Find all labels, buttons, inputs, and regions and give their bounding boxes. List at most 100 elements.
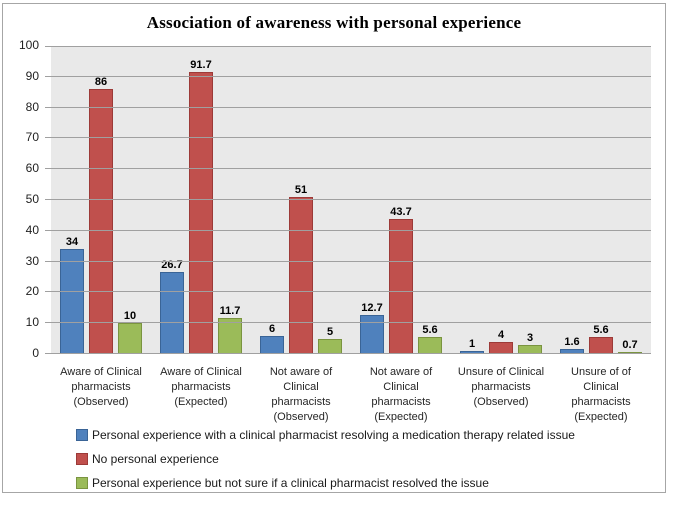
y-axis-tick-label: 60 [25, 161, 39, 176]
gridline [51, 353, 651, 354]
bar-column: 86 [89, 46, 113, 354]
bar-column: 1.6 [560, 46, 584, 354]
plot-area: 34 86 10 26.7 91.7 11.7 6 51 5 12.7 43.7 5.6 1 4 3 1.6 5… [45, 46, 651, 354]
bar: 5.6 [589, 324, 613, 354]
y-axis-tick-label: 40 [25, 222, 39, 237]
bar-value-label: 26.7 [161, 258, 183, 271]
bar-value-label: 5.6 [593, 323, 609, 336]
bar: 10 [118, 310, 142, 354]
gridline [51, 260, 651, 262]
bar-value-label: 3 [526, 331, 534, 344]
bar-column: 1 [460, 46, 484, 354]
gridline [51, 168, 651, 170]
bar: 5 [318, 326, 342, 354]
y-axis-tick-label: 30 [25, 253, 39, 268]
bar-value-label: 86 [94, 76, 108, 89]
bar: 86 [89, 76, 113, 354]
bar-value-label: 10 [123, 310, 137, 323]
y-axis-tick-label: 100 [18, 38, 39, 52]
bar-group: 6 51 5 [251, 46, 351, 354]
bar-column: 0.7 [618, 46, 642, 354]
bar-value-label: 11.7 [219, 304, 241, 317]
bar-value-label: 34 [65, 236, 79, 249]
bar: 6 [260, 323, 284, 354]
bar-column: 26.7 [160, 46, 184, 354]
legend-item: Personal experience with a clinical phar… [76, 428, 655, 442]
y-axis-tick [45, 75, 51, 77]
y-axis-tick [45, 353, 51, 354]
legend: Personal experience with a clinical phar… [76, 428, 655, 500]
y-axis-tick-label: 0 [32, 346, 39, 360]
bar-column: 5 [318, 46, 342, 354]
bar-column: 11.7 [218, 46, 242, 354]
y-axis-tick [45, 260, 51, 262]
y-axis-tick-label: 70 [25, 130, 39, 145]
bar-column: 43.7 [389, 46, 413, 354]
bar: 26.7 [160, 259, 184, 354]
bar-column: 5.6 [589, 46, 613, 354]
bar-value-label: 51 [294, 183, 308, 196]
bar-column: 12.7 [360, 46, 384, 354]
bar-column: 5.6 [418, 46, 442, 354]
bar-column: 91.7 [189, 46, 213, 354]
bar-column: 10 [118, 46, 142, 354]
x-axis-category-label: Not aware of Clinical pharmacists (Expec… [369, 366, 433, 423]
bar-value-label: 1 [468, 337, 476, 350]
bar-value-label: 6 [268, 322, 276, 335]
legend-swatch [76, 477, 88, 489]
bar-value-label: 5.6 [422, 323, 438, 336]
y-axis-tick-label: 50 [25, 192, 39, 206]
bar: 91.7 [189, 59, 213, 354]
bar-value-label: 0.7 [622, 338, 638, 351]
x-axis: Aware of Clinical pharmacists (Observed)… [51, 365, 651, 424]
gridline [51, 199, 651, 200]
y-axis-tick-label: 10 [25, 315, 39, 330]
y-axis-tick [45, 137, 51, 139]
y-axis-tick-label: 20 [25, 284, 39, 299]
y-axis-tick [45, 291, 51, 293]
legend-item: Personal experience but not sure if a cl… [76, 476, 655, 490]
bar-column: 4 [489, 46, 513, 354]
gridline [51, 106, 651, 108]
bar-value-label: 1.6 [564, 336, 580, 349]
y-axis-tick-label: 90 [25, 68, 39, 83]
bar-column: 34 [60, 46, 84, 354]
y-axis-tick [45, 106, 51, 108]
y-axis-tick [45, 46, 51, 47]
bar-value-label: 91.7 [190, 58, 212, 71]
bar: 51 [289, 184, 313, 354]
y-axis-tick [45, 168, 51, 170]
legend-label: Personal experience with a clinical phar… [92, 428, 575, 442]
gridline [51, 229, 651, 231]
legend-label: Personal experience but not sure if a cl… [92, 476, 489, 490]
legend-swatch [76, 453, 88, 465]
chart-frame: Association of awareness with personal e… [2, 3, 666, 493]
x-axis-category-label: Aware of Clinical pharmacists (Observed) [60, 366, 142, 408]
legend-label: No personal experience [92, 452, 219, 466]
y-axis-tick [45, 199, 51, 200]
x-axis-category-label: Aware of Clinical pharmacists (Expected) [160, 366, 242, 408]
bar-value-label: 5 [326, 325, 334, 338]
gridline [51, 137, 651, 139]
bar-group: 12.7 43.7 5.6 [351, 46, 451, 354]
chart-title: Association of awareness with personal e… [146, 13, 522, 32]
bar-group: 1.6 5.6 0.7 [551, 46, 651, 354]
bar-value-label: 4 [497, 328, 505, 341]
bar-value-label: 43.7 [390, 206, 412, 219]
y-axis-tick [45, 322, 51, 324]
x-axis-category-label: Unsure of of Clinical pharmacists (Expec… [571, 366, 631, 423]
x-axis-category-label: Not aware of Clinical pharmacists (Obser… [269, 366, 333, 423]
bar-group: 1 4 3 [451, 46, 551, 354]
y-axis: 0 10 20 30 40 50 60 70 80 90 100 [3, 4, 47, 492]
bar-value-label: 12.7 [361, 301, 383, 314]
gridline [51, 75, 651, 77]
bar: 43.7 [389, 206, 413, 354]
bar-group: 26.7 91.7 11.7 [151, 46, 251, 354]
bar-groups: 34 86 10 26.7 91.7 11.7 6 51 5 12.7 43.7 5.6 1 4 3 1.6 5… [51, 46, 651, 354]
bar-column: 3 [518, 46, 542, 354]
bar-column: 6 [260, 46, 284, 354]
gridline [51, 291, 651, 293]
y-axis-tick-label: 80 [25, 99, 39, 114]
gridline [51, 322, 651, 324]
bar-group: 34 86 10 [51, 46, 151, 354]
